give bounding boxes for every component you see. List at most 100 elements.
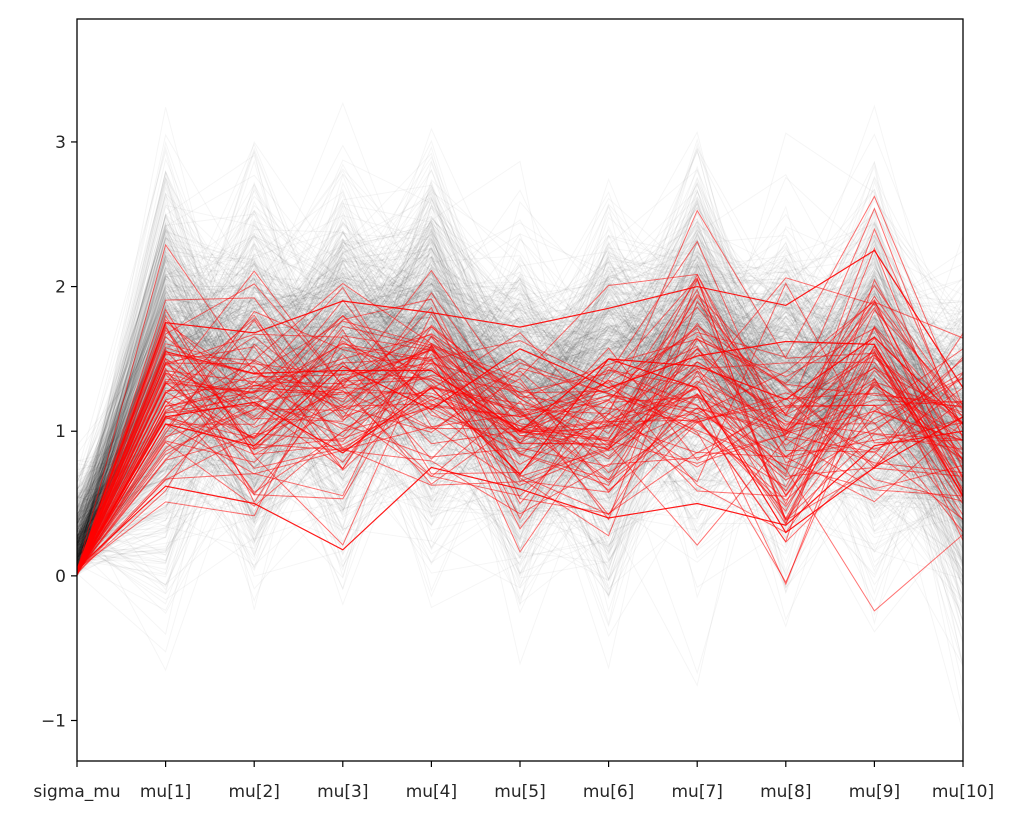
x-tick-label: mu[6] xyxy=(583,782,634,802)
samples-line xyxy=(77,213,963,546)
samples-line xyxy=(77,267,963,524)
samples-line xyxy=(77,247,963,584)
samples-line xyxy=(77,238,963,507)
y-tick-label: 2 xyxy=(55,278,66,298)
samples-line xyxy=(77,294,963,499)
samples-line xyxy=(77,195,963,525)
samples-line xyxy=(77,290,963,535)
samples-line xyxy=(77,300,963,515)
divergent-line xyxy=(77,288,963,572)
samples-line xyxy=(77,219,963,531)
samples-line xyxy=(77,259,963,551)
samples-line xyxy=(77,238,963,545)
samples-line xyxy=(77,206,963,559)
samples-line xyxy=(77,262,963,547)
samples-line xyxy=(77,295,963,546)
samples-line xyxy=(77,271,963,578)
samples-line xyxy=(77,209,963,520)
samples-line xyxy=(77,173,963,589)
samples-line xyxy=(77,208,963,513)
samples-line xyxy=(77,260,963,575)
samples-line xyxy=(77,211,963,733)
samples-line xyxy=(77,204,963,524)
samples-line xyxy=(77,267,963,573)
divergent-line xyxy=(77,249,963,572)
samples-line xyxy=(77,267,963,570)
samples-line xyxy=(77,152,963,555)
samples-line xyxy=(77,277,963,541)
samples-line xyxy=(77,327,963,520)
samples-line xyxy=(77,233,963,571)
samples-line xyxy=(77,231,963,535)
samples-line xyxy=(77,306,963,573)
divergent-line xyxy=(77,310,963,573)
samples-line xyxy=(77,258,963,555)
samples-line xyxy=(77,246,963,565)
samples-line xyxy=(77,220,963,532)
samples-line xyxy=(77,221,963,539)
samples-line xyxy=(77,258,963,523)
samples-line xyxy=(77,299,963,601)
samples-line xyxy=(77,368,963,565)
samples-line xyxy=(77,242,963,564)
samples-line xyxy=(77,292,963,579)
samples-line xyxy=(77,275,963,558)
samples-line xyxy=(77,281,963,545)
samples-line xyxy=(77,240,963,561)
samples-line xyxy=(77,235,963,556)
samples-line xyxy=(77,233,963,520)
samples-line xyxy=(77,296,963,573)
samples-line xyxy=(77,283,963,530)
samples-line xyxy=(77,140,963,549)
samples-line xyxy=(77,244,963,543)
samples-line xyxy=(77,251,963,555)
samples-line xyxy=(77,230,963,537)
samples-line xyxy=(77,281,963,574)
samples-line xyxy=(77,189,963,559)
samples-line xyxy=(77,181,963,525)
samples-line xyxy=(77,315,963,570)
samples-line xyxy=(77,287,963,559)
samples-line xyxy=(77,234,963,544)
samples-line xyxy=(77,160,963,562)
samples-line xyxy=(77,181,963,570)
samples-line xyxy=(77,285,963,665)
samples-line xyxy=(77,183,963,576)
samples-line xyxy=(77,320,963,568)
samples-line xyxy=(77,288,963,562)
samples-line xyxy=(77,298,963,510)
x-tick-label: mu[9] xyxy=(849,782,900,802)
samples-line xyxy=(77,169,963,571)
samples-line xyxy=(77,271,963,553)
samples-line xyxy=(77,240,963,528)
samples-line xyxy=(77,146,963,524)
y-axis: −1 0 1 2 3 xyxy=(41,133,77,732)
samples-line xyxy=(77,339,963,553)
divergent-line xyxy=(77,282,963,574)
samples-line xyxy=(77,180,963,539)
samples-line xyxy=(77,154,963,562)
samples-line xyxy=(77,170,963,540)
samples-line xyxy=(77,225,963,554)
samples-line xyxy=(77,266,963,577)
samples-line xyxy=(77,160,963,595)
samples-line xyxy=(77,270,963,576)
x-tick-label: mu[2] xyxy=(228,782,279,802)
samples-line xyxy=(77,298,963,560)
samples-line xyxy=(77,238,963,549)
samples-line xyxy=(77,247,963,573)
samples-line xyxy=(77,272,963,605)
samples-line xyxy=(77,197,963,540)
samples-line xyxy=(77,229,963,638)
samples-line xyxy=(77,208,963,589)
samples-line xyxy=(77,296,963,569)
samples-line xyxy=(77,223,963,552)
x-tick-label: mu[4] xyxy=(406,782,457,802)
samples-line xyxy=(77,215,963,675)
samples-line xyxy=(77,226,963,568)
samples-line xyxy=(77,307,963,667)
divergent-line xyxy=(77,347,963,572)
divergent-line xyxy=(77,292,963,572)
samples-line xyxy=(77,293,963,547)
samples-line xyxy=(77,267,963,575)
